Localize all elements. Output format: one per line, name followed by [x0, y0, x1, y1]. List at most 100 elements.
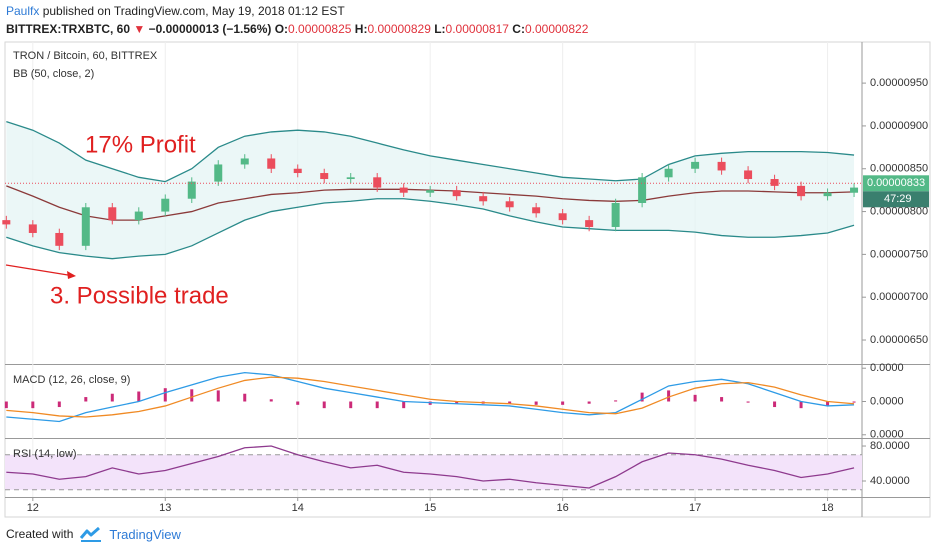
- y-tick-label: 80.0000: [870, 440, 910, 452]
- last-price-label: 0.00000833: [867, 177, 925, 189]
- ohlc-value: 0.00000829: [367, 22, 431, 36]
- candle-body: [293, 168, 302, 174]
- histogram-bar: [402, 401, 406, 409]
- histogram-bar: [773, 401, 777, 408]
- arrow: ▼: [133, 22, 146, 36]
- y-tick-label: 0.00000650: [870, 334, 928, 346]
- frame: [4, 41, 931, 518]
- histogram-bar: [137, 391, 141, 402]
- logo: [80, 526, 102, 542]
- candle-body: [373, 177, 382, 188]
- candle-body: [426, 190, 435, 193]
- candle-body: [770, 179, 779, 186]
- histogram-bar: [587, 401, 591, 404]
- candle-body: [161, 198, 170, 212]
- pane-title: TRON / Bitcoin, 60, BITTREX: [13, 50, 158, 62]
- author[interactable]: Paulfx: [6, 4, 40, 18]
- histogram-bar: [349, 401, 353, 409]
- x-tick-label: 12: [27, 502, 39, 514]
- candle-body: [638, 177, 647, 203]
- candle-body: [691, 161, 700, 169]
- quote-line: BITTREX:TRXBTC, 60 ▼ −0.00000013 (−1.56%…: [6, 20, 588, 38]
- x-tick-label: 18: [821, 502, 833, 514]
- candle-body: [81, 207, 90, 246]
- ohlc-value: 0.00000822: [524, 22, 589, 36]
- histogram-bar: [614, 400, 618, 402]
- publish-line: Paulfx published on TradingView.com, May…: [6, 2, 588, 20]
- histogram-bar: [720, 397, 724, 402]
- histogram-bar: [667, 390, 671, 402]
- y-tick-label: 0.00000750: [870, 248, 928, 260]
- indicator-label: BB (50, close, 2): [13, 68, 94, 80]
- footer: Created with TradingView: [6, 526, 181, 542]
- countdown: 47:29: [884, 193, 912, 205]
- histogram-bar: [163, 388, 167, 402]
- histogram-bar: [269, 399, 273, 402]
- y-tick-label: 0.00000850: [870, 163, 928, 175]
- histogram-bar: [322, 401, 326, 409]
- y-tick-label: 0.0000: [870, 429, 904, 441]
- histogram-bar: [826, 401, 830, 406]
- y-tick-label: 0.00000700: [870, 291, 928, 303]
- candle-body: [346, 177, 355, 180]
- last-price-box: [863, 175, 929, 192]
- x-tick-label: 16: [557, 502, 569, 514]
- histogram-bar: [561, 401, 565, 405]
- header: Paulfx published on TradingView.com, May…: [6, 2, 588, 38]
- histogram-bar: [216, 390, 220, 402]
- ohlc-value: 0.00000825: [288, 22, 352, 36]
- y-tick-label: 0.00000950: [870, 77, 928, 89]
- histogram-bar: [799, 401, 803, 409]
- ohlc-label: L:: [434, 22, 446, 36]
- histogram-bar: [243, 393, 247, 402]
- candle-body: [399, 187, 408, 193]
- candle-body: [2, 220, 11, 225]
- candle-body: [611, 203, 620, 227]
- arrow: [5, 264, 75, 277]
- histogram-bar: [640, 392, 644, 402]
- candle-body: [585, 220, 594, 227]
- candle-body: [187, 181, 196, 199]
- y-tick-label: 0.0000: [870, 395, 904, 407]
- histogram-bar: [84, 397, 88, 402]
- created-with: Created with: [6, 527, 74, 541]
- candle-body: [479, 196, 488, 202]
- ohlc-value: 0.00000817: [445, 22, 509, 36]
- histogram-bar: [190, 389, 194, 402]
- ohlc-label: H:: [354, 22, 368, 36]
- bb-line: [6, 121, 855, 183]
- histogram-bar: [746, 401, 750, 403]
- pane-title: MACD (12, 26, close, 9): [13, 374, 130, 386]
- candle-body: [108, 207, 117, 221]
- ohlc-label: O:: [274, 22, 289, 36]
- candle-body: [850, 187, 859, 193]
- x-tick-label: 13: [159, 502, 171, 514]
- histogram-bar: [296, 401, 300, 405]
- histogram-bar: [508, 401, 512, 404]
- candle-body: [797, 185, 806, 197]
- brand[interactable]: TradingView: [109, 526, 181, 542]
- bb-line: [6, 198, 855, 260]
- annotation: 3. Possible trade: [50, 282, 229, 309]
- chart: 12 13 14 15 16 17 18 0.00000833 47:29 BB (50, clo…: [2, 41, 931, 518]
- x-tick-label: 15: [424, 502, 436, 514]
- countdown-box: [863, 191, 929, 208]
- rsi-line: [6, 445, 855, 489]
- candle-body: [55, 232, 64, 246]
- symbol: BITTREX:TRXBTC, 60: [6, 22, 131, 36]
- candle-body: [823, 192, 832, 197]
- x-tick-label: 14: [292, 502, 304, 514]
- macd-line: [6, 372, 855, 423]
- histogram-bar: [852, 401, 856, 403]
- candle-body: [267, 158, 276, 169]
- y-tick-label: 0.0000: [870, 362, 904, 374]
- candle-body: [505, 201, 514, 208]
- candle-body: [532, 207, 541, 214]
- candle-body: [664, 168, 673, 178]
- histogram-bar: [31, 401, 35, 409]
- histogram-bar: [57, 401, 61, 408]
- candle-body: [240, 158, 249, 165]
- candle-body: [320, 173, 329, 180]
- candle-body: [214, 164, 223, 182]
